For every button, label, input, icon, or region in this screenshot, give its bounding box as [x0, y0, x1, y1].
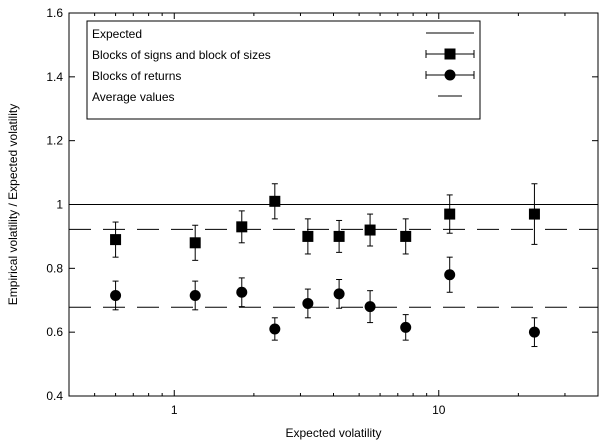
circle-point-1	[189, 289, 201, 301]
ticks-layer: 0.4 0.6 0.8 1 1.2 1.4 1.6 1 10	[46, 6, 598, 417]
circle-point-9	[528, 326, 540, 338]
circle-point-2	[236, 286, 248, 298]
square-point-9	[528, 208, 540, 220]
square-point-5	[333, 230, 345, 242]
square-point-0	[110, 234, 122, 246]
data-lines-layer	[69, 204, 598, 308]
legend-samples	[425, 32, 475, 97]
x-tick-label-1: 10	[432, 403, 446, 417]
legend-sample-square	[444, 48, 456, 60]
square-point-4	[302, 230, 314, 242]
legend-box	[86, 20, 481, 120]
error-bars-layer	[112, 183, 538, 348]
y-tick-label-6: 1.6	[46, 6, 63, 20]
legend-label-returns: Blocks of returns	[92, 69, 181, 83]
y-tick-label-5: 1.4	[46, 70, 63, 84]
y-tick-label-3: 1	[56, 198, 63, 212]
square-point-7	[400, 230, 412, 242]
legend-sample-circle	[444, 69, 456, 81]
x-axis-title: Expected volatility	[285, 426, 381, 440]
square-point-3	[269, 195, 281, 207]
legend-label-average: Average values	[92, 90, 175, 104]
square-point-6	[364, 224, 376, 236]
circle-point-0	[110, 289, 122, 301]
y-tick-label-1: 0.6	[46, 325, 63, 339]
square-point-1	[189, 237, 201, 249]
y-tick-label-4: 1.2	[46, 134, 63, 148]
legend: Expected Blocks of signs and block of si…	[86, 20, 481, 120]
circle-point-8	[444, 269, 456, 281]
circle-point-6	[364, 301, 376, 313]
x-tick-label-0: 1	[171, 403, 178, 417]
y-tick-label-2: 0.8	[46, 261, 63, 275]
square-point-2	[236, 221, 248, 233]
circle-point-5	[333, 288, 345, 300]
legend-label-signs-sizes: Blocks of signs and block of sizes	[92, 48, 271, 62]
legend-label-expected: Expected	[92, 27, 142, 41]
markers-layer	[110, 195, 540, 338]
square-point-8	[444, 208, 456, 220]
y-axis-title: Empirical volatility / Expected volatili…	[6, 104, 20, 305]
circle-point-7	[400, 321, 412, 333]
y-tick-label-0: 0.4	[46, 389, 63, 403]
circle-point-4	[302, 297, 314, 309]
circle-point-3	[269, 323, 281, 335]
